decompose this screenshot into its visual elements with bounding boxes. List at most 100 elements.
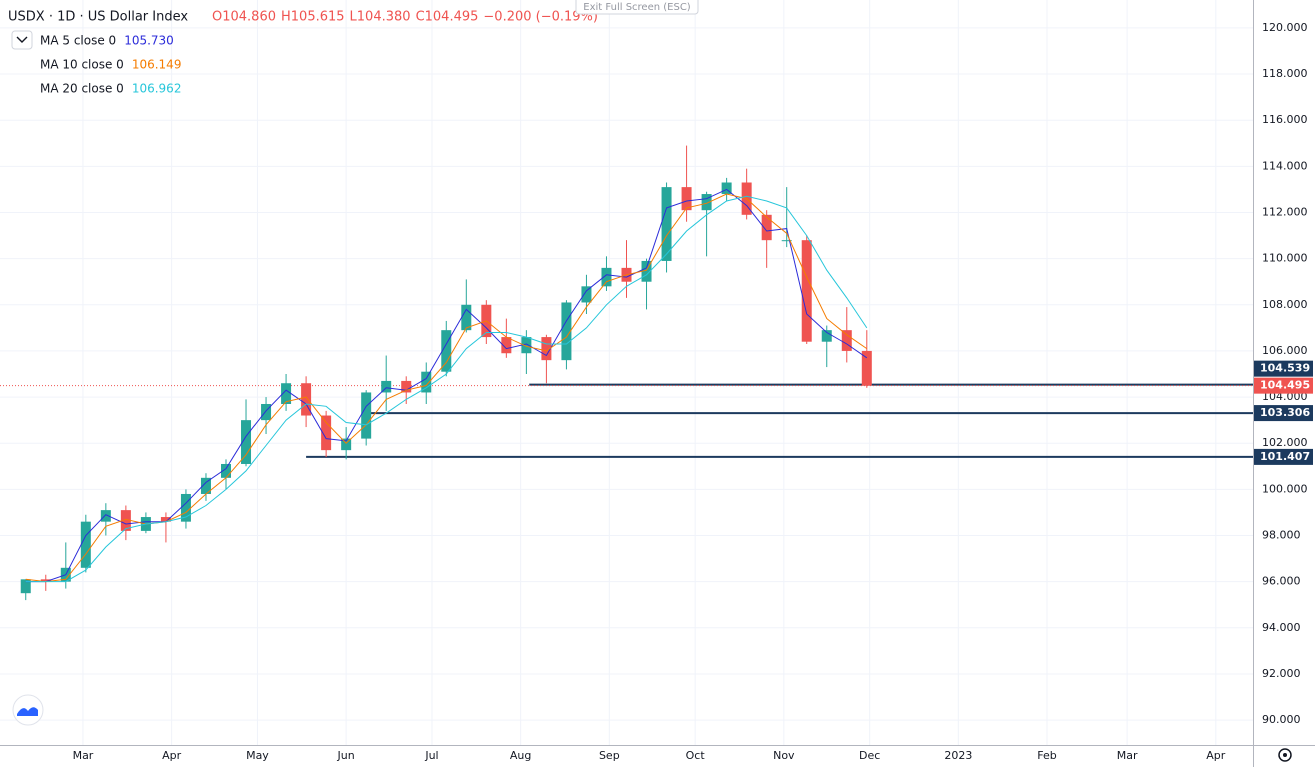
- candle-body: [861, 350, 872, 386]
- price-label: 104.539: [1260, 362, 1310, 375]
- price-label-box: [1254, 360, 1313, 377]
- candle-body: [241, 420, 252, 464]
- candle-body: [120, 510, 131, 531]
- candle-body: [160, 517, 171, 522]
- y-tick-label: 108.000: [1262, 298, 1308, 311]
- x-tick-label: Apr: [1206, 749, 1226, 762]
- candle-body: [841, 330, 852, 351]
- y-tick-label: 116.000: [1262, 113, 1308, 126]
- ohlc-value: O104.860: [212, 10, 276, 25]
- legend-value: 106.962: [132, 82, 182, 96]
- x-tick-label: May: [246, 749, 269, 762]
- y-tick-label: 102.000: [1262, 436, 1308, 449]
- candle-body: [341, 438, 352, 451]
- candle-body: [200, 477, 211, 494]
- ohlc-value: L104.380: [350, 10, 411, 25]
- x-tick-label: Jun: [337, 749, 355, 762]
- legend-value: 105.730: [124, 34, 174, 48]
- collapse-icon[interactable]: [16, 36, 28, 43]
- price-label: 104.495: [1260, 379, 1310, 392]
- candle-body: [561, 302, 572, 361]
- candle-body: [100, 510, 111, 522]
- candle-body: [261, 403, 272, 421]
- x-tick-label: Sep: [599, 749, 620, 762]
- x-tick-label: Apr: [162, 749, 182, 762]
- collapse-button[interactable]: [11, 30, 33, 50]
- exit-fullscreen-label[interactable]: Exit Full Screen (ESC): [583, 2, 691, 13]
- candle-body: [721, 182, 732, 195]
- grid: [0, 0, 1253, 745]
- legend-name: MA 5 close 0: [40, 34, 116, 48]
- settings-icon[interactable]: [1278, 748, 1292, 762]
- logo[interactable]: [12, 694, 44, 726]
- symbol-title: USDX · 1D · US Dollar Index: [8, 10, 188, 25]
- candle-body: [441, 330, 452, 372]
- candle-body: [220, 463, 231, 478]
- change-value: −0.200 (−0.19%): [483, 10, 598, 25]
- x-tick-label: Jul: [424, 749, 438, 762]
- y-tick-label: 96.000: [1262, 575, 1301, 588]
- moving-average: [25, 195, 868, 583]
- axes: 90.000 92.000 94.000 96.000 98.000 100.000 102…: [73, 21, 1313, 762]
- x-tick-label: Mar: [1117, 749, 1138, 762]
- y-tick-label: 120.000: [1262, 21, 1308, 34]
- x-tick-label: Dec: [859, 749, 880, 762]
- candle-body: [321, 415, 332, 451]
- candle-body: [541, 337, 552, 361]
- y-tick-label: 92.000: [1262, 667, 1301, 680]
- candle-body: [581, 286, 592, 303]
- legend-value: 106.149: [132, 58, 182, 72]
- candle-body: [661, 187, 672, 261]
- x-tick-label: Mar: [73, 749, 94, 762]
- x-tick-label: Aug: [510, 749, 531, 762]
- y-tick-label: 94.000: [1262, 621, 1301, 634]
- candle-body: [180, 493, 191, 522]
- candle-body: [821, 330, 832, 342]
- price-label-box: [1254, 448, 1313, 465]
- candle-body: [521, 337, 532, 354]
- candle-body: [701, 194, 712, 211]
- x-tick-label: 2023: [944, 749, 972, 762]
- candle-body: [401, 380, 412, 393]
- candle-body: [20, 579, 31, 594]
- y-tick-label: 90.000: [1262, 713, 1301, 726]
- y-tick-label: 112.000: [1262, 205, 1308, 218]
- y-tick-label: 100.000: [1262, 482, 1308, 495]
- candle-body: [301, 383, 312, 416]
- settings-icon-center[interactable]: [1283, 753, 1287, 757]
- candle-body: [361, 392, 372, 439]
- price-label-box: [1254, 405, 1313, 422]
- candle-body: [421, 371, 432, 393]
- price-label: 103.306: [1260, 406, 1310, 419]
- candle-body: [501, 337, 512, 354]
- candle-body: [601, 267, 612, 287]
- x-tick-label: Feb: [1037, 749, 1056, 762]
- x-tick-label: Oct: [686, 749, 706, 762]
- ohlc-value: C104.495: [416, 10, 479, 25]
- candle-body: [681, 187, 692, 211]
- candle-body: [641, 260, 652, 282]
- logo-mark: [17, 707, 38, 716]
- candle-body: [801, 240, 812, 342]
- price-label: 101.407: [1260, 450, 1310, 463]
- candle-body: [761, 214, 772, 241]
- candle-body: [781, 240, 792, 242]
- y-tick-label: 110.000: [1262, 252, 1308, 265]
- candle-body: [40, 579, 51, 582]
- candle-body: [461, 304, 472, 331]
- candle-body: [80, 521, 91, 568]
- price-label-box: [1254, 377, 1313, 394]
- y-tick-label: 106.000: [1262, 344, 1308, 357]
- candle-body: [281, 383, 292, 404]
- y-tick-label: 98.000: [1262, 529, 1301, 542]
- legend-name: MA 10 close 0: [40, 58, 124, 72]
- ohlc-value: H105.615: [281, 10, 345, 25]
- x-tick-label: Nov: [773, 749, 795, 762]
- y-tick-label: 114.000: [1262, 159, 1308, 172]
- y-tick-label: 118.000: [1262, 67, 1308, 80]
- exit-fullscreen-button[interactable]: [575, 0, 699, 15]
- plot: [0, 145, 1253, 601]
- legend-name: MA 20 close 0: [40, 82, 124, 96]
